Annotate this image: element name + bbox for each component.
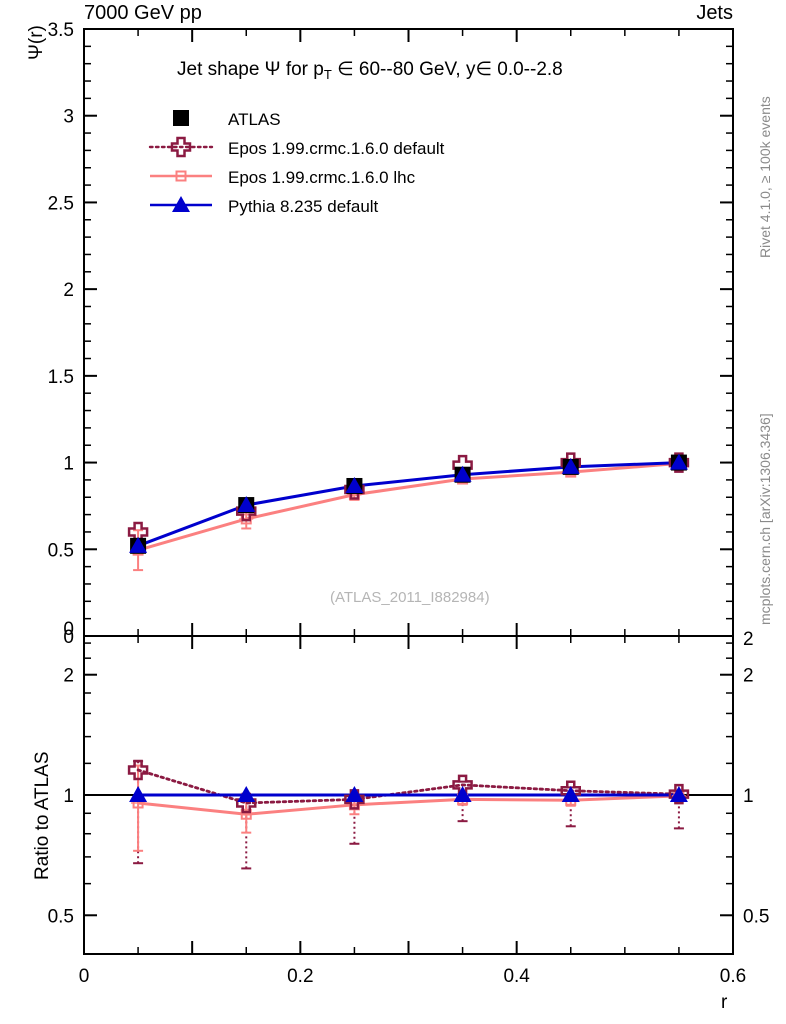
main-line-epos-lhc bbox=[137, 461, 680, 552]
main-line-pythia bbox=[137, 461, 679, 548]
legend-label-1: Epos 1.99.crmc.1.6.0 default bbox=[228, 139, 445, 158]
main-title-part-b: ∈ 60--80 GeV, y∈ 0.0--2.8 bbox=[331, 59, 563, 80]
xtick-label-0: 0 bbox=[79, 966, 90, 987]
ratio-marker-pythia-2 bbox=[345, 786, 364, 802]
header-beam-label: 7000 GeV pp bbox=[84, 2, 202, 24]
main-marker-pythia-0 bbox=[129, 536, 148, 553]
main-ytick-label-2: 1 bbox=[63, 454, 74, 475]
ratio-ytick-label-right-1: 1 bbox=[743, 786, 754, 807]
main-ytick-label-6: 3 bbox=[63, 107, 74, 128]
legend-marker-3 bbox=[172, 196, 190, 212]
ratio-line-epos-lhc bbox=[137, 794, 679, 816]
main-marker-pythia-3 bbox=[453, 465, 472, 482]
main-marker-pythia-4 bbox=[561, 457, 580, 474]
ratio-ytick-label-right-0: 0.5 bbox=[743, 906, 769, 927]
ratio-ytick-label-right-2: 2 bbox=[743, 666, 754, 687]
ratio-marker-pythia-5 bbox=[669, 786, 688, 802]
analysis-id-watermark: (ATLAS_2011_I882984) bbox=[330, 589, 490, 606]
ratio-top-label-right-cut: 2 bbox=[743, 629, 754, 650]
ratio-marker-pythia-4 bbox=[561, 786, 580, 802]
ratio-marker-epos-default-0 bbox=[127, 759, 149, 781]
header-analysis-label: Jets bbox=[696, 2, 733, 24]
xtick-label-2: 0.4 bbox=[503, 966, 530, 987]
main-title-part-a: Jet shape Ψ for p bbox=[177, 59, 324, 80]
xtick-label-3: 0.6 bbox=[720, 966, 746, 987]
ratio-ytick-label-2: 2 bbox=[63, 666, 74, 687]
main-title-subscript: T bbox=[323, 67, 332, 82]
ratio-line-epos-default bbox=[136, 768, 681, 805]
main-ytick-label-3: 1.5 bbox=[48, 367, 74, 388]
main-title: Jet shape Ψ for pT ∈ 60--80 GeV, y∈ 0.0-… bbox=[177, 58, 563, 82]
main-ytick-label-5: 2.5 bbox=[48, 193, 74, 214]
legend-label-0: ATLAS bbox=[228, 110, 281, 129]
main-ytick-label-0: 0 bbox=[63, 627, 74, 648]
main-ytick-label-1: 0.5 bbox=[48, 540, 74, 561]
ratio-ytick-label-0: 0.5 bbox=[48, 906, 74, 927]
legend-label-2: Epos 1.99.crmc.1.6.0 lhc bbox=[228, 168, 416, 187]
main-ytick-label-zero-overlap: 0 bbox=[63, 619, 74, 640]
ratio-ytick-label-1: 1 bbox=[63, 786, 74, 807]
xaxis-label: r bbox=[721, 992, 728, 1013]
main-ytick-label-7: 3.5 bbox=[48, 20, 74, 41]
ratio-marker-pythia-1 bbox=[237, 786, 256, 802]
ratio-marker-pythia-0 bbox=[129, 786, 148, 802]
main-marker-pythia-2 bbox=[345, 476, 364, 493]
main-marker-pythia-5 bbox=[669, 453, 688, 470]
main-marker-pythia-1 bbox=[237, 496, 256, 513]
ratio-marker-epos-default-5 bbox=[668, 783, 690, 805]
ratio-marker-pythia-3 bbox=[453, 786, 472, 802]
legend-marker-1 bbox=[170, 136, 192, 158]
legend-marker-0 bbox=[173, 110, 189, 126]
legend-label-3: Pythia 8.235 default bbox=[228, 197, 379, 216]
main-ytick-label-4: 2 bbox=[63, 280, 74, 301]
xtick-label-1: 0.2 bbox=[287, 966, 313, 987]
